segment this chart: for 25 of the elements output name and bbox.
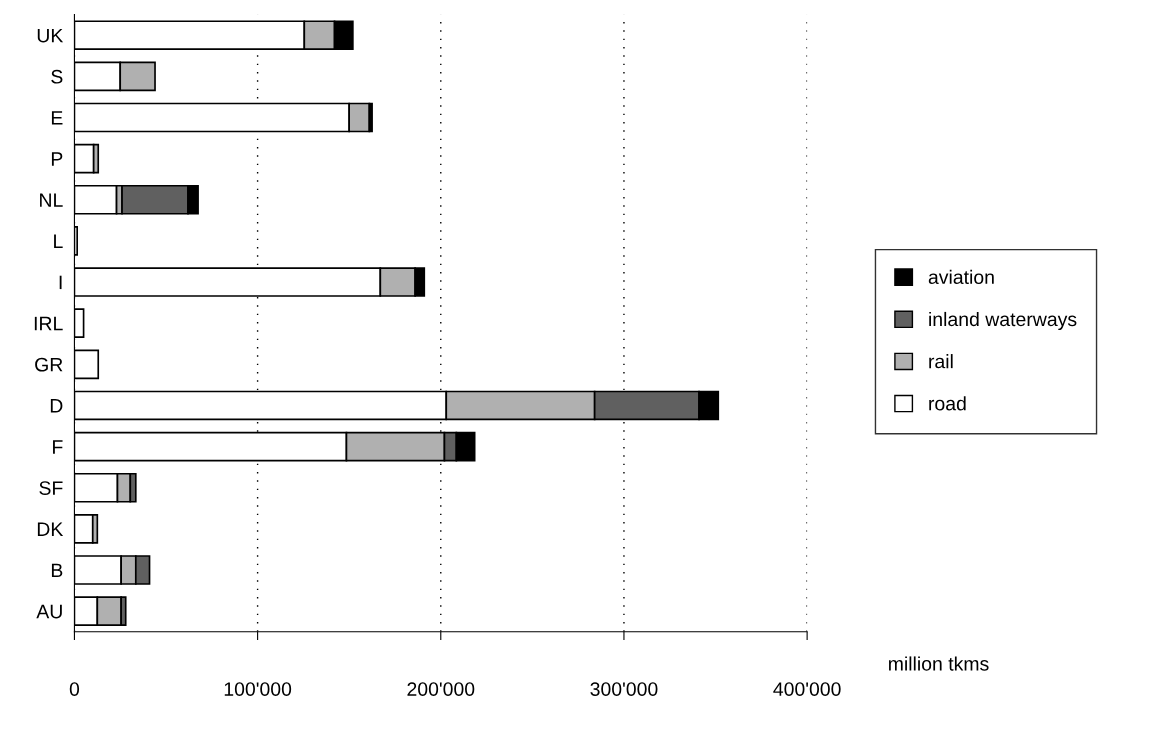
x-axis-title: million tkms bbox=[889, 656, 989, 671]
y-tick-label: E bbox=[51, 111, 63, 125]
legend-label: inland waterways bbox=[929, 311, 1077, 331]
y-tick-label: B bbox=[51, 563, 63, 578]
x-tick-label: 400'000 bbox=[773, 682, 841, 696]
y-tick-label: GR bbox=[35, 357, 63, 372]
y-tick-label: D bbox=[50, 399, 63, 413]
x-tick-label: 200'000 bbox=[407, 682, 475, 696]
y-tick-label: I bbox=[59, 275, 62, 290]
y-tick-label: AU bbox=[36, 604, 62, 619]
x-tick-label: 100'000 bbox=[224, 682, 292, 696]
x-tick-label: 300'000 bbox=[590, 682, 658, 696]
y-tick-label: NL bbox=[40, 193, 63, 207]
x-tick-label: 0 bbox=[69, 682, 80, 696]
y-tick-label: S bbox=[51, 69, 63, 84]
legend-label: rail bbox=[929, 354, 953, 369]
legend-label: road bbox=[929, 396, 966, 411]
y-tick-label: IRL bbox=[34, 316, 63, 331]
y-tick-label: DK bbox=[37, 522, 64, 536]
y-tick-label: UK bbox=[37, 28, 64, 43]
y-tick-label: F bbox=[53, 440, 63, 454]
y-tick-label: L bbox=[54, 234, 63, 248]
y-tick-label: P bbox=[51, 152, 63, 166]
y-tick-label: SF bbox=[39, 481, 63, 495]
legend-label: aviation bbox=[928, 269, 994, 285]
